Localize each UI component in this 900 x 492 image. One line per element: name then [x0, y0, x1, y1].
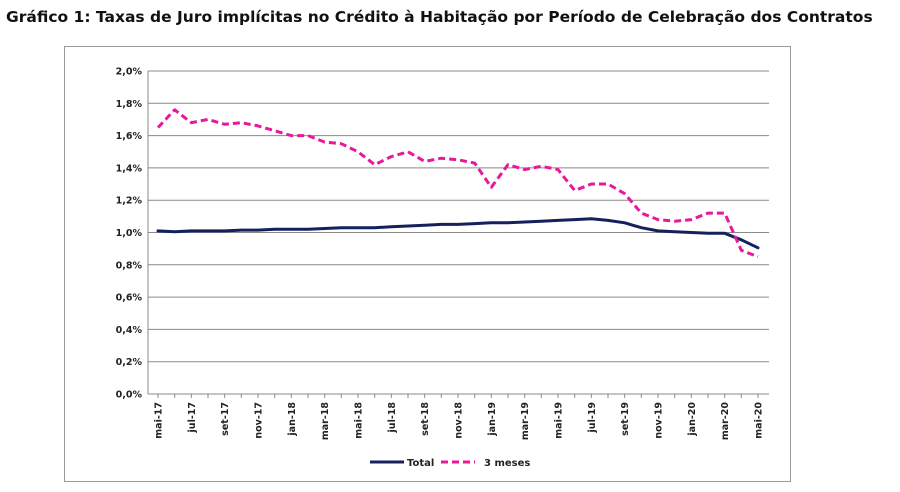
x-tick-label: jul-17 — [187, 402, 198, 433]
chart-frame — [64, 46, 791, 482]
x-tick-label: mai-19 — [554, 402, 565, 439]
x-tick-label: nov-19 — [654, 402, 665, 439]
x-tick-label: mai-18 — [354, 402, 365, 439]
x-tick-label: set-18 — [420, 402, 431, 436]
y-tick-label: 2,0% — [116, 67, 143, 78]
y-tick-label: 0,0% — [116, 390, 143, 401]
x-tick-label: jul-19 — [587, 402, 598, 433]
x-tick-label: jul-18 — [387, 402, 398, 434]
x-tick-label: jan-19 — [487, 402, 498, 437]
x-tick-label: mar-19 — [520, 402, 531, 440]
y-tick-label: 0,6% — [116, 293, 143, 304]
series-line-3-meses — [156, 108, 759, 259]
x-tick-label: nov-17 — [254, 402, 265, 439]
x-tick-label: set-17 — [220, 402, 231, 436]
y-tick-label: 1,6% — [116, 131, 143, 142]
y-tick-label: 1,4% — [116, 163, 143, 174]
x-tick-label: mar-18 — [320, 402, 331, 441]
x-tick-label: jan-18 — [287, 402, 298, 437]
series-line-total — [156, 217, 760, 250]
x-tick-label: mai-20 — [754, 402, 765, 439]
x-tick-label: nov-18 — [454, 402, 465, 439]
y-tick-label: 1,2% — [116, 196, 143, 207]
y-tick-label: 0,2% — [116, 357, 143, 368]
x-tick-label: mai-17 — [154, 402, 165, 439]
y-tick-label: 0,8% — [116, 260, 143, 271]
y-tick-label: 0,4% — [116, 325, 143, 336]
legend-label-total: Total — [407, 458, 434, 469]
x-tick-label: jan-20 — [687, 402, 698, 437]
x-tick-label: set-19 — [620, 402, 631, 436]
x-tick-label: mar-20 — [720, 402, 731, 441]
y-tick-label: 1,8% — [116, 99, 143, 110]
legend-label-3-meses: 3 meses — [484, 458, 530, 469]
y-tick-label: 1,0% — [116, 228, 143, 239]
chart-title: Gráfico 1: Taxas de Juro implícitas no C… — [6, 8, 873, 26]
